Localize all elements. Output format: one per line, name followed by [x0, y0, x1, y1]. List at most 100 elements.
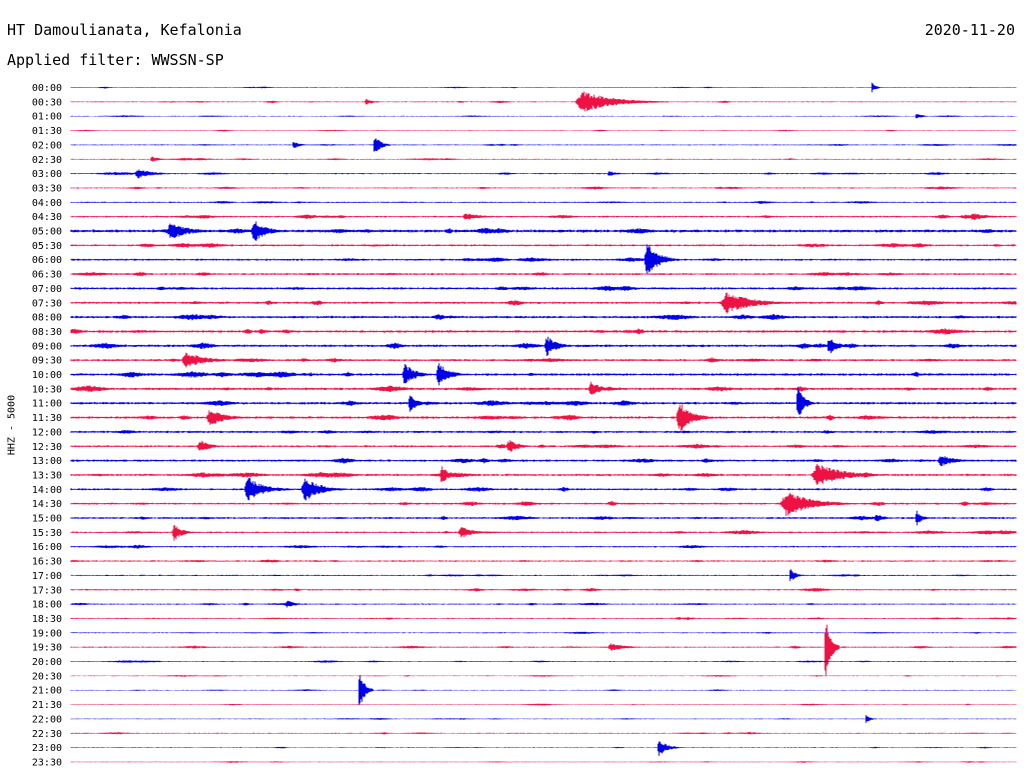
trace-0000	[70, 82, 1017, 93]
time-label: 04:30	[32, 212, 62, 223]
trace-0900	[70, 336, 1017, 356]
time-label: 00:00	[32, 83, 62, 94]
trace-1200	[70, 430, 1017, 434]
trace-0500	[70, 221, 1017, 241]
time-label: 06:30	[32, 270, 62, 281]
trace-2130	[70, 703, 1017, 706]
time-label: 23:30	[32, 757, 62, 768]
time-label: 05:30	[32, 241, 62, 252]
time-label: 16:30	[32, 557, 62, 568]
trace-0330	[70, 186, 1017, 190]
time-label-group: 00:00 00:30 01:00 01:30 02:00 02:30 03:00 03:30…	[32, 83, 62, 768]
time-label: 00:30	[32, 97, 62, 108]
trace-1400	[70, 477, 1017, 501]
trace-0530	[70, 243, 1017, 248]
time-label: 13:30	[32, 470, 62, 481]
time-label: 11:00	[32, 399, 62, 410]
time-label: 23:00	[32, 743, 62, 754]
time-label: 22:00	[32, 714, 62, 725]
trace-0200	[70, 138, 1017, 152]
trace-2330	[70, 761, 1017, 763]
time-label: 12:00	[32, 427, 62, 438]
trace-0400	[70, 200, 1017, 204]
time-label: 03:30	[32, 183, 62, 194]
time-label: 17:00	[32, 571, 62, 582]
trace-0300	[70, 169, 1017, 179]
time-label: 10:30	[32, 384, 62, 395]
time-label: 03:00	[32, 169, 62, 180]
trace-1330	[70, 463, 1017, 485]
trace-1100	[70, 386, 1017, 415]
trace-1830	[70, 617, 1017, 620]
time-label: 16:00	[32, 542, 62, 553]
trace-1600	[70, 544, 1017, 549]
trace-0600	[70, 244, 1017, 274]
trace-1930	[70, 624, 1017, 676]
trace-1000	[70, 363, 1017, 386]
time-label: 20:30	[32, 671, 62, 682]
time-label: 13:00	[32, 456, 62, 467]
trace-0930	[70, 352, 1017, 368]
time-label: 09:00	[32, 341, 62, 352]
time-label: 07:00	[32, 284, 62, 295]
time-label: 02:00	[32, 140, 62, 151]
trace-0430	[70, 213, 1017, 220]
time-label: 14:00	[32, 485, 62, 496]
time-label: 21:30	[32, 700, 62, 711]
trace-0630	[70, 271, 1017, 277]
trace-0830	[70, 328, 1017, 335]
trace-1230	[70, 440, 1017, 452]
time-label: 01:00	[32, 112, 62, 123]
time-label: 02:30	[32, 155, 62, 166]
trace-2230	[70, 732, 1017, 735]
time-label: 19:00	[32, 628, 62, 639]
trace-0230	[70, 156, 1017, 162]
time-label: 19:30	[32, 643, 62, 654]
time-label: 22:30	[32, 729, 62, 740]
time-label: 07:30	[32, 298, 62, 309]
time-label: 15:00	[32, 514, 62, 525]
trace-1800	[70, 600, 1017, 608]
trace-1130	[70, 404, 1017, 431]
time-label: 17:30	[32, 585, 62, 596]
time-label: 05:00	[32, 227, 62, 238]
time-label: 01:30	[32, 126, 62, 137]
time-label: 11:30	[32, 413, 62, 424]
trace-1900	[70, 631, 1017, 634]
time-label: 15:30	[32, 528, 62, 539]
time-label: 14:30	[32, 499, 62, 510]
trace-1430	[70, 492, 1017, 516]
trace-1500	[70, 510, 1017, 526]
time-label: 04:00	[32, 198, 62, 209]
time-label: 20:00	[32, 657, 62, 668]
trace-1730	[70, 588, 1017, 592]
time-label: 09:30	[32, 356, 62, 367]
trace-2000	[70, 660, 1017, 663]
time-label: 08:00	[32, 313, 62, 324]
trace-1030	[70, 381, 1017, 395]
trace-1630	[70, 559, 1017, 563]
trace-0130	[70, 129, 1017, 132]
time-label: 12:30	[32, 442, 62, 453]
trace-1300	[70, 456, 1017, 467]
trace-0100	[70, 114, 1017, 119]
trace-1700	[70, 569, 1017, 581]
trace-1530	[70, 525, 1017, 541]
trace-group	[70, 82, 1017, 763]
trace-2200	[70, 715, 1017, 723]
trace-0730	[70, 292, 1017, 314]
time-label: 06:00	[32, 255, 62, 266]
time-label: 21:00	[32, 686, 62, 697]
time-label: 08:30	[32, 327, 62, 338]
applied-filter: Applied filter: WWSSN-SP	[7, 51, 224, 69]
station-name: HT Damoulianata, Kefalonia	[7, 21, 242, 39]
trace-2030	[70, 675, 1017, 677]
record-date: 2020-11-20	[924, 21, 1015, 39]
trace-2100	[70, 675, 1017, 706]
trace-0700	[70, 285, 1017, 292]
time-label: 10:00	[32, 370, 62, 381]
trace-0030	[70, 91, 1017, 112]
trace-0800	[70, 314, 1017, 321]
time-label: 18:30	[32, 614, 62, 625]
